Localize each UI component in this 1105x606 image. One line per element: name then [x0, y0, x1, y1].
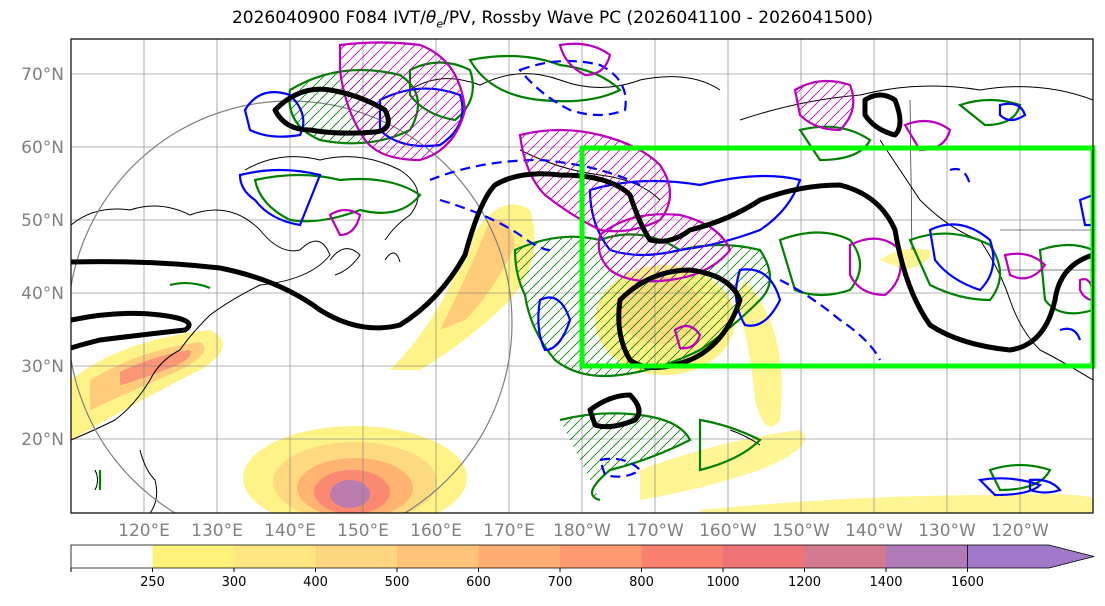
colorbar-level-label: 1400: [869, 575, 902, 590]
lon-tick: 140°E: [264, 521, 316, 541]
lon-tick: 150°E: [337, 521, 389, 541]
lon-tick: 160°E: [410, 521, 462, 541]
lat-tick: 50°N: [21, 211, 64, 231]
colorbar-level-label: 1200: [788, 575, 821, 590]
colorbar-segment: [560, 545, 642, 568]
lat-tick: 40°N: [21, 284, 64, 304]
colorbar: 250 300 400 500 600 700 800 1000 1200 1400 1600: [70, 544, 1095, 590]
lon-tick: 150°W: [772, 521, 830, 541]
colorbar-level-label: 250: [140, 575, 165, 590]
colorbar-segment: [723, 545, 805, 568]
lon-tick: 130°E: [191, 521, 243, 541]
lon-tick: 170°E: [483, 521, 535, 541]
lon-tick: 160°W: [699, 521, 757, 541]
lat-ticks: 70°N 60°N 50°N 40°N 30°N 20°N: [21, 65, 64, 450]
colorbar-segment: [315, 545, 398, 568]
lat-tick: 60°N: [21, 138, 64, 158]
lon-tick: 170°W: [626, 521, 684, 541]
colorbar-segment: [478, 545, 561, 568]
colorbar-segment: [152, 545, 235, 568]
colorbar-level-label: 300: [222, 575, 247, 590]
map-frame: [70, 38, 1094, 514]
lat-tick: 20°N: [21, 430, 64, 450]
lon-tick: 140°W: [845, 521, 903, 541]
lon-tick: 120°W: [991, 521, 1049, 541]
colorbar-level-label: 1000: [706, 575, 739, 590]
colorbar-segment: [804, 545, 887, 568]
colorbar-level-label: 1600: [951, 575, 984, 590]
lon-tick: 180°W: [553, 521, 611, 541]
lon-ticks: 120°E 130°E 140°E 150°E 160°E 170°E 180°…: [118, 521, 1049, 541]
borders: [909, 99, 1093, 271]
rossby-wave-contours: [71, 86, 1093, 430]
colorbar-frame: [70, 544, 968, 569]
map-title: 2026040900 F084 IVT/θe/PV, Rossby Wave P…: [231, 8, 874, 31]
colorbar-level-label: 800: [629, 575, 654, 590]
colorbar-segment: [397, 545, 479, 568]
colorbar-segment: [886, 545, 968, 568]
colorbar-extend-arrow: [967, 544, 1095, 569]
colorbar-level-label: 400: [303, 575, 328, 590]
colorbar-segment: [234, 545, 316, 568]
lon-tick: 120°E: [118, 521, 170, 541]
lat-tick: 30°N: [21, 357, 64, 377]
lon-tick: 130°W: [918, 521, 976, 541]
colorbar-level-label: 600: [466, 575, 491, 590]
colorbar-segment: [641, 545, 724, 568]
colorbar-level-label: 500: [385, 575, 410, 590]
colorbar-segment: [71, 545, 153, 568]
lat-tick: 70°N: [21, 65, 64, 85]
colorbar-level-label: 700: [548, 575, 573, 590]
